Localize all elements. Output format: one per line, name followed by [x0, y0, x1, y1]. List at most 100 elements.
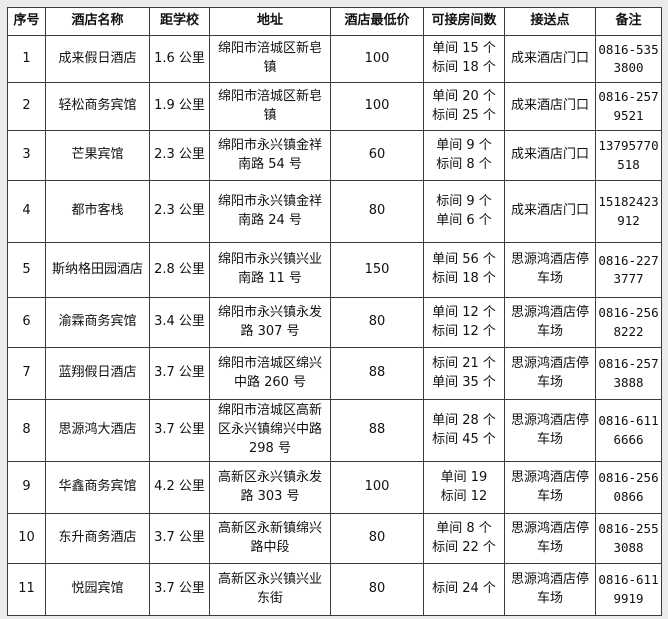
table-row: 3 芒果宾馆 2.3 公里 绵阳市永兴镇金祥南路 54 号 60 单间 9 个 …	[7, 130, 662, 181]
header-hotel-name: 酒店名称	[45, 7, 150, 36]
cell-distance: 3.7 公里	[149, 563, 210, 616]
cell-remarks: 0816-6116666	[595, 399, 662, 462]
cell-serial-number: 6	[7, 297, 46, 348]
cell-distance: 1.9 公里	[149, 82, 210, 131]
cell-remarks: 0816-2573888	[595, 347, 662, 400]
cell-remarks: 0816-2579521	[595, 82, 662, 131]
cell-distance: 2.3 公里	[149, 180, 210, 243]
cell-hotel-name: 轻松商务宾馆	[45, 82, 150, 131]
cell-address: 绵阳市涪城区绵兴中路 260 号	[209, 347, 331, 400]
table-row: 7 蓝翔假日酒店 3.7 公里 绵阳市涪城区绵兴中路 260 号 88 标间 2…	[7, 347, 662, 400]
table-row: 10 东升商务酒店 3.7 公里 高新区永新镇绵兴路中段 80 单间 8 个 标…	[7, 513, 662, 564]
header-row: 序号 酒店名称 距学校 地址 酒店最低价 可接房间数 接送点 备注	[7, 7, 662, 36]
cell-pickup-point: 成来酒店门口	[504, 130, 596, 181]
cell-min-price: 80	[330, 180, 424, 243]
cell-pickup-point: 成来酒店门口	[504, 82, 596, 131]
cell-remarks: 0816-2568222	[595, 297, 662, 348]
cell-hotel-name: 斯纳格田园酒店	[45, 242, 150, 298]
cell-address: 绵阳市永兴镇金祥南路 54 号	[209, 130, 331, 181]
table-row: 5 斯纳格田园酒店 2.8 公里 绵阳市永兴镇兴业南路 11 号 150 单间 …	[7, 242, 662, 298]
cell-min-price: 88	[330, 347, 424, 400]
table-row: 6 渝霖商务宾馆 3.4 公里 绵阳市永兴镇永发路 307 号 80 单间 12…	[7, 297, 662, 348]
cell-min-price: 80	[330, 563, 424, 616]
table-row: 4 都市客栈 2.3 公里 绵阳市永兴镇金祥南路 24 号 80 标间 9 个 …	[7, 180, 662, 243]
cell-room-count: 单间 8 个 标间 22 个	[423, 513, 505, 564]
cell-min-price: 88	[330, 399, 424, 462]
cell-distance: 3.4 公里	[149, 297, 210, 348]
cell-pickup-point: 成来酒店门口	[504, 180, 596, 243]
cell-pickup-point: 思源鸿酒店停车场	[504, 399, 596, 462]
cell-min-price: 100	[330, 82, 424, 131]
cell-address: 绵阳市永兴镇金祥南路 24 号	[209, 180, 331, 243]
cell-remarks: 0816-2560866	[595, 461, 662, 514]
cell-distance: 2.3 公里	[149, 130, 210, 181]
cell-address: 绵阳市涪城区新皂镇	[209, 35, 331, 83]
header-pickup-point: 接送点	[504, 7, 596, 36]
cell-pickup-point: 思源鸿酒店停车场	[504, 563, 596, 616]
cell-address: 高新区永兴镇兴业东街	[209, 563, 331, 616]
cell-remarks: 0816-2273777	[595, 242, 662, 298]
cell-remarks: 15182423912	[595, 180, 662, 243]
cell-pickup-point: 思源鸿酒店停车场	[504, 297, 596, 348]
cell-room-count: 单间 19 标间 12	[423, 461, 505, 514]
cell-room-count: 单间 12 个 标间 12 个	[423, 297, 505, 348]
cell-hotel-name: 芒果宾馆	[45, 130, 150, 181]
cell-address: 绵阳市涪城区高新区永兴镇绵兴中路 298 号	[209, 399, 331, 462]
cell-serial-number: 3	[7, 130, 46, 181]
cell-distance: 3.7 公里	[149, 399, 210, 462]
cell-pickup-point: 成来酒店门口	[504, 35, 596, 83]
cell-distance: 4.2 公里	[149, 461, 210, 514]
cell-hotel-name: 成来假日酒店	[45, 35, 150, 83]
cell-serial-number: 1	[7, 35, 46, 83]
cell-remarks: 0816-2553088	[595, 513, 662, 564]
cell-pickup-point: 思源鸿酒店停车场	[504, 347, 596, 400]
cell-serial-number: 5	[7, 242, 46, 298]
header-remarks: 备注	[595, 7, 662, 36]
cell-serial-number: 2	[7, 82, 46, 131]
cell-room-count: 单间 56 个 标间 18 个	[423, 242, 505, 298]
cell-min-price: 60	[330, 130, 424, 181]
header-distance: 距学校	[149, 7, 210, 36]
cell-hotel-name: 华鑫商务宾馆	[45, 461, 150, 514]
cell-room-count: 单间 28 个 标间 45 个	[423, 399, 505, 462]
cell-min-price: 100	[330, 461, 424, 514]
cell-distance: 3.7 公里	[149, 513, 210, 564]
cell-hotel-name: 都市客栈	[45, 180, 150, 243]
cell-hotel-name: 蓝翔假日酒店	[45, 347, 150, 400]
cell-min-price: 100	[330, 35, 424, 83]
cell-remarks: 0816-5353800	[595, 35, 662, 83]
cell-distance: 2.8 公里	[149, 242, 210, 298]
table-body: 1 成来假日酒店 1.6 公里 绵阳市涪城区新皂镇 100 单间 15 个 标间…	[7, 35, 662, 616]
cell-room-count: 标间 9 个 单间 6 个	[423, 180, 505, 243]
cell-min-price: 150	[330, 242, 424, 298]
cell-min-price: 80	[330, 297, 424, 348]
cell-pickup-point: 思源鸿酒店停车场	[504, 513, 596, 564]
hotel-table: 序号 酒店名称 距学校 地址 酒店最低价 可接房间数 接送点 备注 1 成来假日…	[7, 7, 662, 616]
cell-min-price: 80	[330, 513, 424, 564]
cell-hotel-name: 渝霖商务宾馆	[45, 297, 150, 348]
table-row: 11 悦园宾馆 3.7 公里 高新区永兴镇兴业东街 80 标间 24 个 思源鸿…	[7, 563, 662, 616]
cell-room-count: 单间 15 个 标间 18 个	[423, 35, 505, 83]
header-min-price: 酒店最低价	[330, 7, 424, 36]
cell-room-count: 单间 20 个 标间 25 个	[423, 82, 505, 131]
cell-hotel-name: 东升商务酒店	[45, 513, 150, 564]
cell-serial-number: 7	[7, 347, 46, 400]
cell-remarks: 13795770518	[595, 130, 662, 181]
cell-serial-number: 8	[7, 399, 46, 462]
cell-room-count: 单间 9 个 标间 8 个	[423, 130, 505, 181]
cell-pickup-point: 思源鸿酒店停车场	[504, 242, 596, 298]
cell-room-count: 标间 24 个	[423, 563, 505, 616]
cell-serial-number: 9	[7, 461, 46, 514]
cell-hotel-name: 悦园宾馆	[45, 563, 150, 616]
cell-pickup-point: 思源鸿酒店停车场	[504, 461, 596, 514]
table-row: 9 华鑫商务宾馆 4.2 公里 高新区永兴镇永发路 303 号 100 单间 1…	[7, 461, 662, 514]
cell-serial-number: 10	[7, 513, 46, 564]
cell-remarks: 0816-6119919	[595, 563, 662, 616]
cell-address: 高新区永兴镇永发路 303 号	[209, 461, 331, 514]
header-room-count: 可接房间数	[423, 7, 505, 36]
table-row: 8 思源鸿大酒店 3.7 公里 绵阳市涪城区高新区永兴镇绵兴中路 298 号 8…	[7, 399, 662, 462]
cell-serial-number: 4	[7, 180, 46, 243]
table-row: 1 成来假日酒店 1.6 公里 绵阳市涪城区新皂镇 100 单间 15 个 标间…	[7, 35, 662, 83]
cell-hotel-name: 思源鸿大酒店	[45, 399, 150, 462]
